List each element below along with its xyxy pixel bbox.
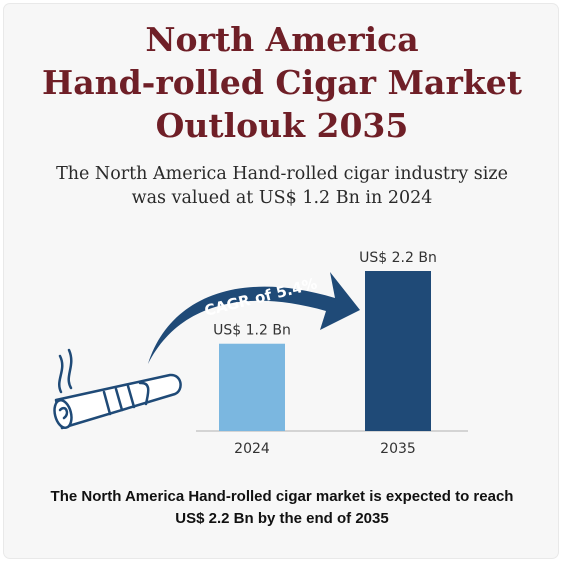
value-label-2035: US$ 2.2 Bn [359, 250, 437, 266]
title-line-2: Hand-rolled Cigar Market [42, 63, 522, 102]
subtitle-line-2: was valued at US$ 1.2 Bn in 2024 [131, 188, 433, 208]
market-forecast-statement: The North America Hand-rolled cigar mark… [0, 486, 564, 530]
bar-2024 [219, 343, 285, 431]
infographic-card [4, 4, 558, 558]
footer-line-1: The North America Hand-rolled cigar mark… [50, 488, 514, 505]
market-size-statement: The North America Hand-rolled cigar indu… [0, 162, 564, 210]
page-title: North America Hand-rolled Cigar Market O… [0, 18, 564, 147]
bar-2035 [365, 271, 431, 431]
growth-arrow-icon [148, 272, 360, 364]
footer-line-2: US$ 2.2 Bn by the end of 2035 [175, 510, 389, 527]
value-label-2024: US$ 1.2 Bn [213, 323, 291, 339]
subtitle-line-1: The North America Hand-rolled cigar indu… [56, 164, 508, 184]
title-line-3: Outlouk 2035 [155, 106, 409, 145]
title-line-1: North America [145, 20, 419, 59]
smoke-icon [58, 348, 73, 394]
category-label-2035: 2035 [380, 441, 416, 457]
category-label-2024: 2024 [234, 441, 270, 457]
cigar-icon [53, 373, 182, 430]
